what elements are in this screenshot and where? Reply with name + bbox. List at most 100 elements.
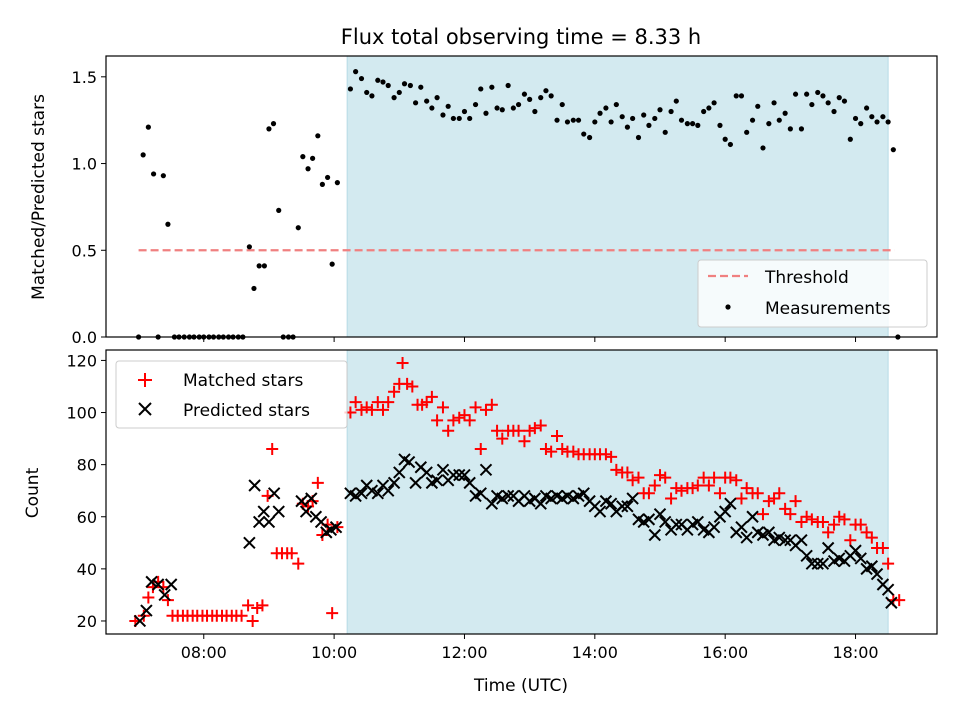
count-legend: Matched stars Predicted stars bbox=[115, 360, 348, 429]
matched-star-point bbox=[285, 547, 298, 560]
measurement-point bbox=[160, 173, 166, 179]
measurement-point bbox=[472, 101, 479, 108]
measurement-point bbox=[597, 110, 603, 116]
measurement-point bbox=[852, 115, 859, 122]
x-tick-label: 08:00 bbox=[181, 643, 227, 662]
matched-star-point bbox=[382, 396, 395, 409]
measurement-point bbox=[657, 107, 663, 113]
matched-star-point bbox=[436, 401, 449, 414]
measurement-point bbox=[744, 129, 750, 135]
measurement-point bbox=[652, 115, 658, 122]
measurement-point bbox=[776, 117, 782, 123]
measurement-point bbox=[358, 75, 365, 82]
predicted-star-point bbox=[355, 487, 368, 500]
measurement-point bbox=[246, 244, 252, 250]
measurement-point bbox=[711, 100, 717, 106]
predicted-star-point bbox=[479, 463, 493, 477]
matched-star-point bbox=[735, 492, 748, 505]
matched-star-point bbox=[740, 482, 753, 495]
measurement-point bbox=[478, 86, 484, 92]
measurement-point bbox=[646, 122, 652, 128]
predicted-star-point bbox=[387, 476, 401, 490]
measurement-point bbox=[727, 141, 733, 148]
predicted-star-point bbox=[248, 479, 261, 492]
matched-star-point bbox=[833, 510, 846, 523]
measurement-point bbox=[261, 263, 267, 269]
matched-star-point bbox=[599, 448, 612, 461]
y-tick-label: 0.0 bbox=[72, 328, 97, 347]
measurement-point bbox=[494, 105, 500, 111]
measurement-point bbox=[847, 136, 853, 142]
matched-star-point bbox=[816, 515, 829, 528]
predicted-star-point bbox=[621, 500, 634, 513]
measurement-point bbox=[305, 166, 311, 172]
measurement-point bbox=[798, 126, 805, 132]
predicted-star-point bbox=[746, 510, 759, 523]
y-tick-label: 80 bbox=[77, 456, 97, 475]
predicted-star-point bbox=[164, 578, 178, 591]
predicted-star-point bbox=[158, 588, 171, 602]
matched-star-point bbox=[756, 508, 769, 521]
predicted-star-point bbox=[409, 476, 422, 490]
measurement-point bbox=[300, 154, 306, 160]
predicted-star-point bbox=[474, 487, 487, 500]
measurement-point bbox=[548, 93, 554, 99]
predicted-star-point bbox=[262, 515, 276, 529]
matched-star-point bbox=[648, 479, 661, 492]
legend-threshold-label: Threshold bbox=[764, 268, 849, 288]
ratio-legend: Threshold Measurements bbox=[697, 259, 928, 328]
matched-star-point bbox=[686, 482, 699, 495]
matched-star-point bbox=[876, 542, 889, 555]
ratio-panel: 0.0 0.5 1.0 1.5 Matched/Predicted stars Thr… bbox=[29, 55, 938, 347]
measurement-point bbox=[334, 180, 340, 186]
matched-star-point bbox=[242, 599, 255, 612]
measurement-point bbox=[592, 119, 598, 125]
predicted-star-point bbox=[615, 500, 629, 513]
measurement-point bbox=[722, 136, 728, 142]
matched-star-point bbox=[349, 396, 362, 409]
predicted-star-point bbox=[267, 487, 281, 500]
matched-star-point bbox=[355, 403, 368, 416]
predicted-star-point bbox=[642, 513, 656, 526]
measurement-point bbox=[587, 134, 593, 141]
matched-star-point bbox=[539, 443, 552, 456]
y-tick-label: 40 bbox=[77, 560, 97, 579]
ratio-y-axis-label: Matched/Predicted stars bbox=[29, 94, 49, 300]
matched-star-point bbox=[479, 403, 492, 416]
predicted-star-point bbox=[800, 549, 813, 563]
matched-star-point bbox=[545, 445, 558, 458]
matched-star-point bbox=[406, 380, 419, 393]
measurement-point bbox=[483, 110, 489, 116]
matched-star-point bbox=[691, 479, 704, 492]
chart-title: Flux total observing time = 8.33 h bbox=[341, 25, 701, 49]
matched-star-point bbox=[605, 450, 618, 463]
measurement-point bbox=[792, 91, 799, 97]
measurement-point bbox=[353, 69, 359, 75]
measurement-point bbox=[858, 121, 864, 127]
predicted-star-point bbox=[670, 518, 683, 531]
matched-star-point bbox=[762, 495, 775, 508]
matched-star-point bbox=[425, 390, 438, 403]
measurement-point bbox=[760, 145, 766, 151]
matched-star-point bbox=[713, 487, 726, 500]
predicted-star-point bbox=[329, 520, 343, 534]
measurement-point bbox=[717, 122, 723, 128]
measurement-point bbox=[538, 95, 544, 101]
matched-star-point bbox=[142, 591, 155, 604]
y-tick-label: 0.5 bbox=[72, 241, 97, 260]
measurement-point bbox=[510, 105, 516, 111]
count-plot-frame bbox=[105, 349, 938, 635]
matched-star-point bbox=[675, 484, 688, 497]
legend-measurements-label: Measurements bbox=[765, 299, 891, 319]
predicted-star-point bbox=[299, 505, 313, 518]
predicted-star-point bbox=[604, 497, 618, 510]
matched-star-point bbox=[784, 508, 797, 521]
measurement-point bbox=[527, 96, 533, 102]
count-panel: 20 40 60 80 100 120 08:00 10:00 12:00 14:00 16:00… bbox=[23, 349, 938, 696]
measurement-point bbox=[499, 107, 505, 113]
measurement-point bbox=[809, 101, 815, 108]
matched-star-point bbox=[485, 398, 498, 411]
ratio-legend-box bbox=[697, 259, 928, 328]
measurement-point bbox=[165, 221, 171, 227]
predicted-star-point bbox=[436, 463, 450, 477]
